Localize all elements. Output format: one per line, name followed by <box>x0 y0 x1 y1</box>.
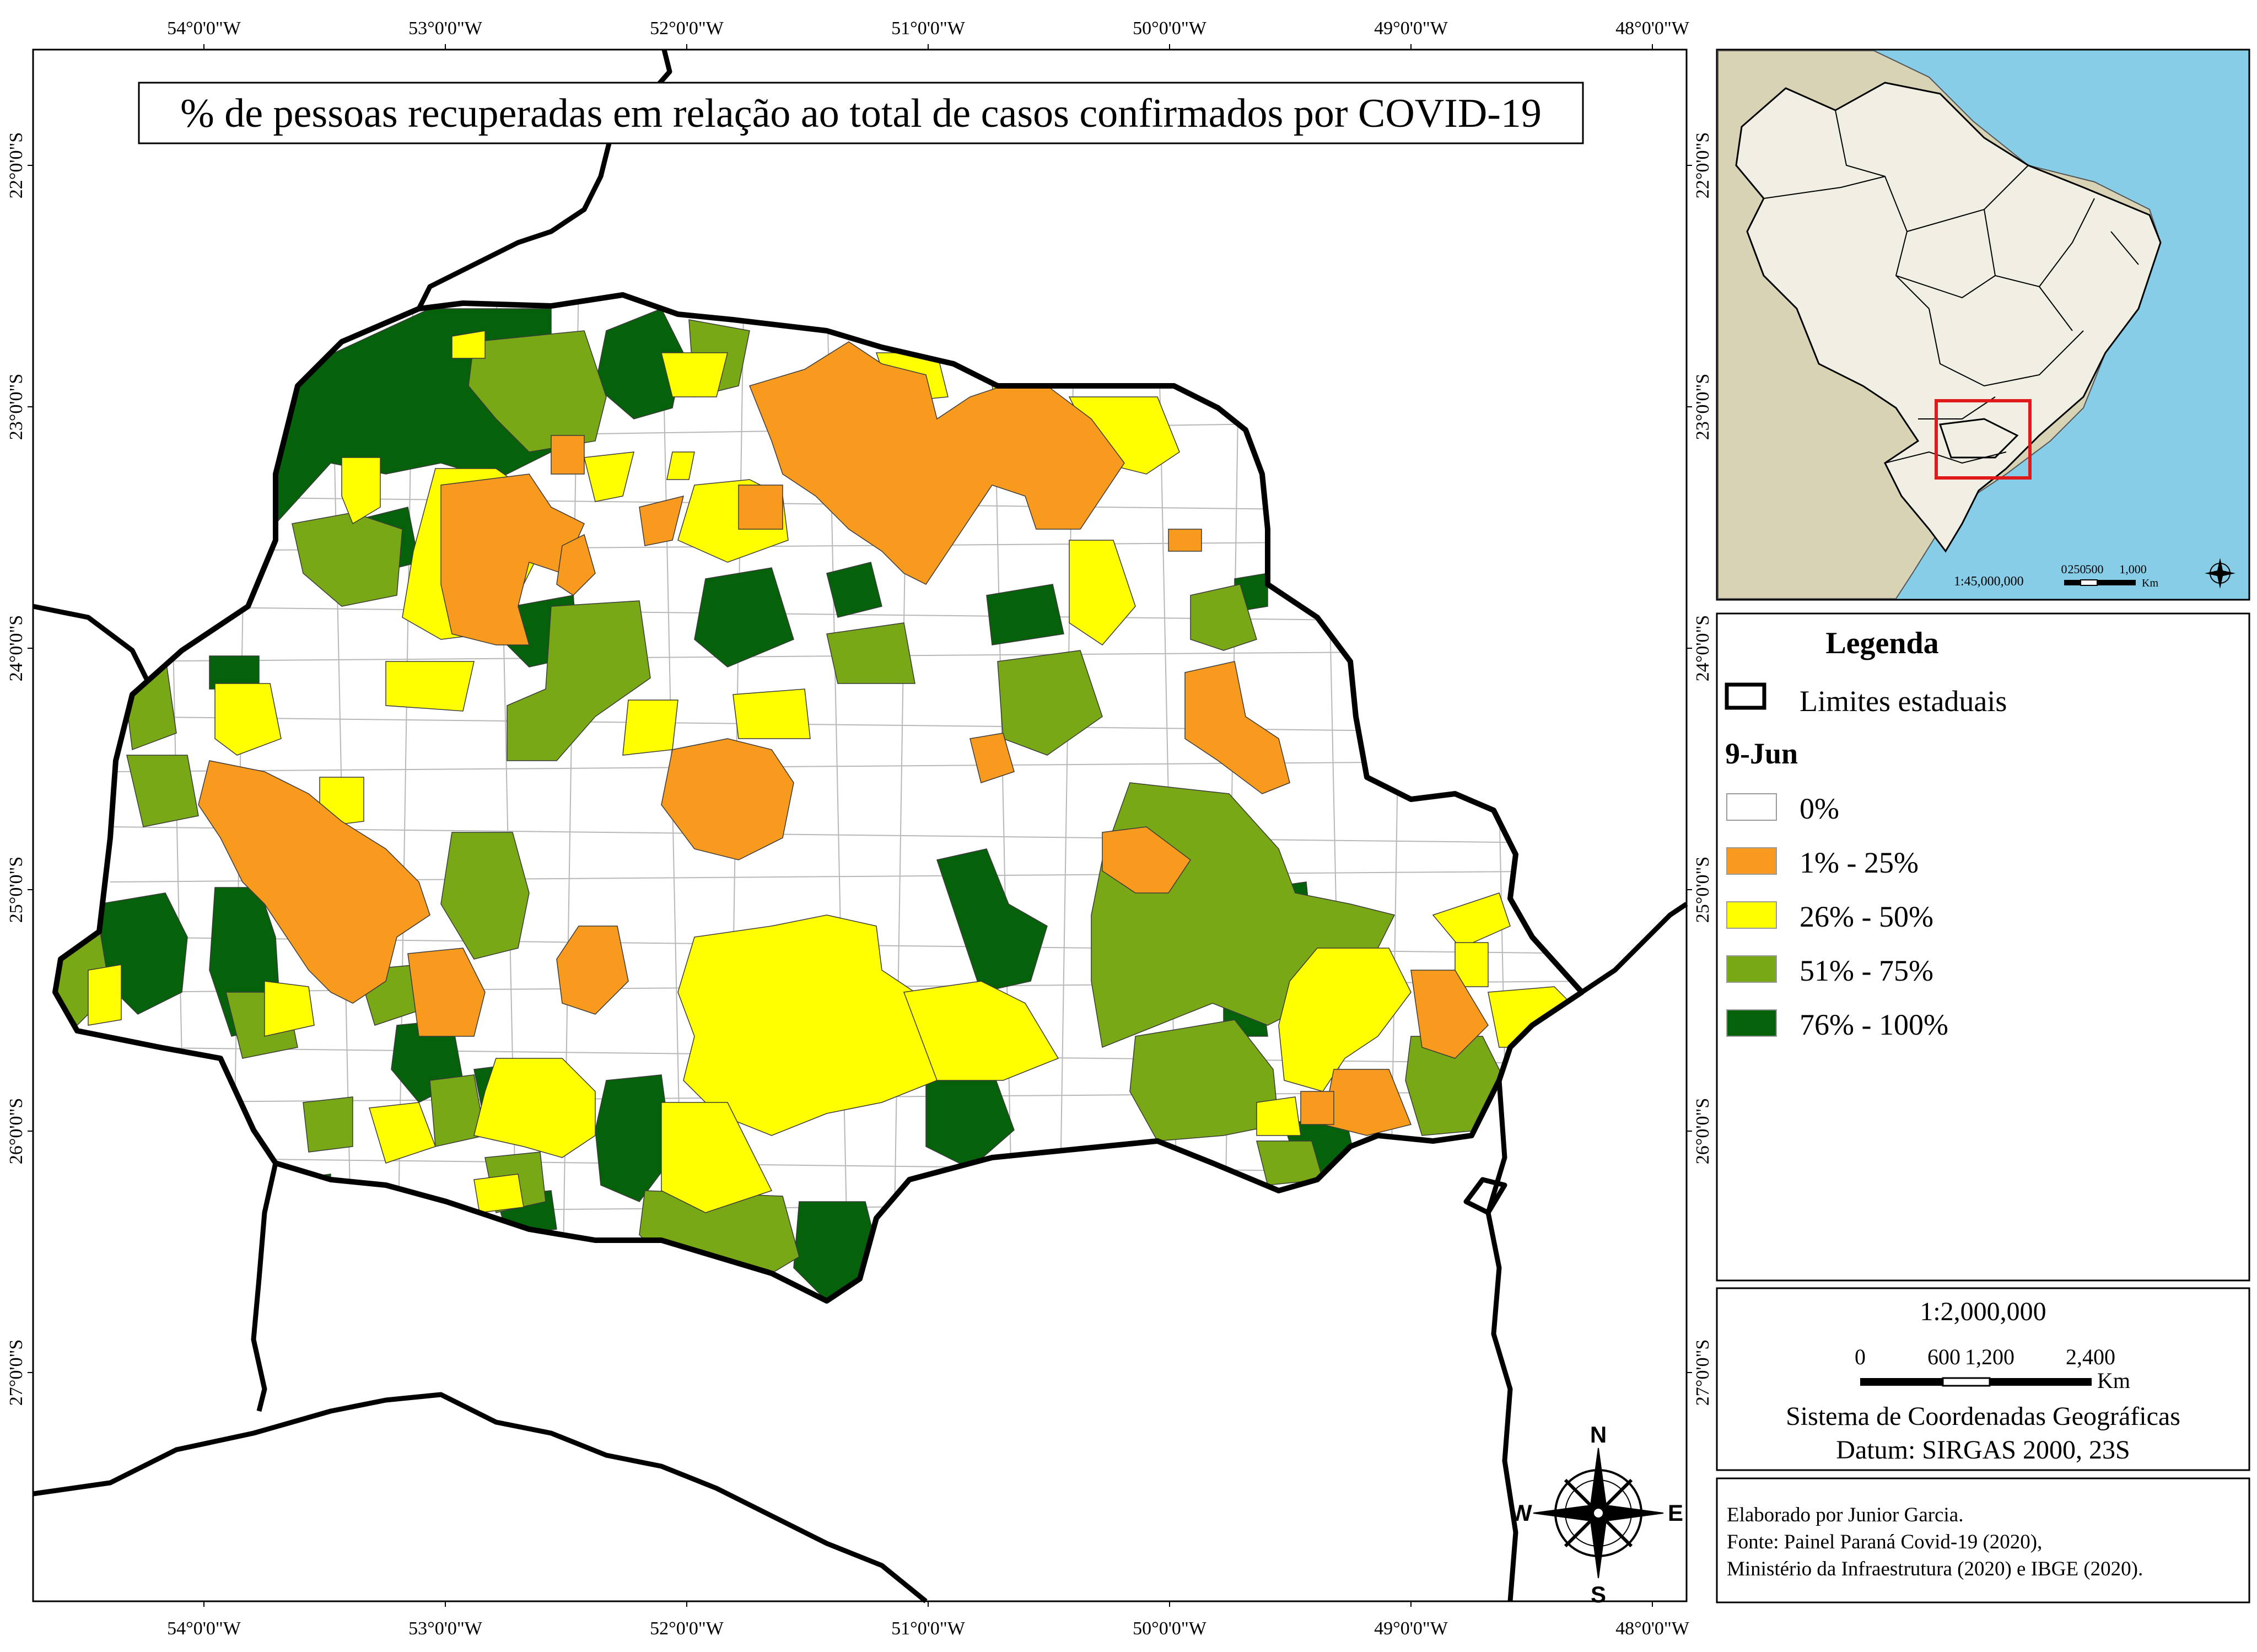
scale-bar-label: 1,200 <box>1965 1344 2014 1369</box>
scale-bar-unit: Km <box>2097 1368 2130 1393</box>
class-1-25 <box>198 341 1489 1136</box>
title-box <box>138 82 1584 144</box>
compass-w: W <box>1510 1500 1532 1526</box>
lon-label: 54°0'0"W <box>167 1618 241 1639</box>
legend-swatch-1 <box>1726 847 1777 875</box>
compass-rose-icon: N S E W <box>1510 1422 1683 1607</box>
lon-label: 53°0'0"W <box>408 1618 483 1639</box>
lat-label: 25°0'0"S <box>6 857 26 923</box>
lat-label: 26°0'0"S <box>6 1098 26 1165</box>
lon-label: 52°0'0"W <box>650 18 724 39</box>
inset-bar-label: 500 <box>2086 562 2104 576</box>
legend-class-label: 51% - 75% <box>1800 954 1933 987</box>
lon-label: 48°0'0"W <box>1615 1618 1690 1639</box>
legend-state-limits-label: Limites estaduais <box>1800 685 2007 718</box>
scale-panel: 1:2,000,000 0 600 1,200 2,400 Km Sistema… <box>1716 1287 2250 1471</box>
lat-label: 27°0'0"S <box>6 1339 26 1406</box>
inset-bar-label: 0 <box>2061 562 2067 576</box>
lat-label: 26°0'0"S <box>1693 1098 1713 1165</box>
inset-bar-label: 1,000 <box>2119 562 2147 576</box>
lon-label: 48°0'0"W <box>1615 18 1690 39</box>
legend-panel: Legenda Limites estaduais 9-Jun 0% 1% - … <box>1716 612 2250 1282</box>
compass-s: S <box>1591 1581 1606 1607</box>
lon-label: 52°0'0"W <box>650 1618 724 1639</box>
lat-label: 23°0'0"S <box>6 374 26 440</box>
lat-label: 27°0'0"S <box>1693 1339 1713 1406</box>
lat-label: 24°0'0"S <box>6 615 26 682</box>
lon-label: 49°0'0"W <box>1374 1618 1448 1639</box>
lon-label: 51°0'0"W <box>891 18 966 39</box>
map-title: % de pessoas recuperadas em relação ao t… <box>180 91 1542 136</box>
legend-swatch-4 <box>1726 1009 1777 1037</box>
scale-bar-label: 600 <box>1927 1344 1960 1369</box>
latitude-labels-right: 22°0'0"S 23°0'0"S 24°0'0"S 25°0'0"S 26°0… <box>1693 132 1713 1406</box>
inset-bar-label: 250 <box>2068 562 2086 576</box>
legend-swatch-2 <box>1726 901 1777 929</box>
legend-swatch-3 <box>1726 955 1777 983</box>
legend-class-label: 0% <box>1800 792 1839 825</box>
main-map: % de pessoas recuperadas em relação ao t… <box>6 18 1713 1639</box>
compass-e: E <box>1668 1500 1683 1526</box>
state-boundary <box>52 292 1585 1304</box>
inset-highlight-box <box>1935 399 2032 480</box>
inset-state-borders <box>1763 110 2139 464</box>
latitude-labels-left: 22°0'0"S 23°0'0"S 24°0'0"S 25°0'0"S 26°0… <box>6 132 26 1406</box>
legend-swatch-state-limits <box>1725 682 1766 710</box>
inset-scale-bar: 0 250 500 1,000 Km <box>2061 562 2159 589</box>
lat-label: 25°0'0"S <box>1693 857 1713 923</box>
scale-bar-label: 0 <box>1855 1344 1866 1369</box>
graticule-ticks <box>28 44 1692 1607</box>
longitude-labels-top: 54°0'0"W 53°0'0"W 52°0'0"W 51°0'0"W 50°0… <box>167 18 1690 39</box>
credits-author: Elaborado por Junior Garcia. <box>1727 1504 1963 1526</box>
scale-bar: 0 600 1,200 2,400 Km <box>1855 1344 2130 1393</box>
compass-n: N <box>1590 1422 1607 1447</box>
lat-label: 22°0'0"S <box>6 132 26 199</box>
legend-heading: Legenda <box>1825 626 1938 660</box>
scale-bar-label: 2,400 <box>2066 1344 2115 1369</box>
legend-swatch-0 <box>1726 793 1777 821</box>
lat-label: 24°0'0"S <box>1693 615 1713 682</box>
inset-bar-unit: Km <box>2142 577 2158 589</box>
legend-class-label: 26% - 50% <box>1800 900 1933 933</box>
longitude-labels-bottom: 54°0'0"W 53°0'0"W 52°0'0"W 51°0'0"W 50°0… <box>167 1618 1690 1639</box>
credits-panel: Elaborado por Junior Garcia. Fonte: Pain… <box>1716 1477 2250 1603</box>
credits-source-1: Fonte: Painel Paraná Covid-19 (2020), <box>1727 1531 2042 1553</box>
legend-date: 9-Jun <box>1725 737 1798 770</box>
inset-map: 1:45,000,000 0 250 500 1,000 Km <box>1716 49 2250 601</box>
inset-scale-text: 1:45,000,000 <box>1954 574 2024 589</box>
lon-label: 50°0'0"W <box>1133 18 1207 39</box>
scale-text: 1:2,000,000 <box>1920 1297 2046 1326</box>
legend-class-label: 76% - 100% <box>1800 1008 1948 1041</box>
legend-class-label: 1% - 25% <box>1800 846 1919 879</box>
lat-label: 23°0'0"S <box>1693 374 1713 440</box>
lon-label: 49°0'0"W <box>1374 18 1448 39</box>
brazil-shape <box>1735 82 2162 553</box>
inset-compass-icon <box>2205 558 2236 589</box>
lat-label: 22°0'0"S <box>1693 132 1713 199</box>
lon-label: 54°0'0"W <box>167 18 241 39</box>
credits-source-2: Ministério da Infraestrutura (2020) e IB… <box>1727 1558 2143 1580</box>
lon-label: 53°0'0"W <box>408 18 483 39</box>
coordinate-system: Sistema de Coordenadas Geográficas <box>1786 1402 2180 1431</box>
datum: Datum: SIRGAS 2000, 23S <box>1836 1435 2130 1465</box>
lon-label: 50°0'0"W <box>1133 1618 1207 1639</box>
lon-label: 51°0'0"W <box>891 1618 966 1639</box>
